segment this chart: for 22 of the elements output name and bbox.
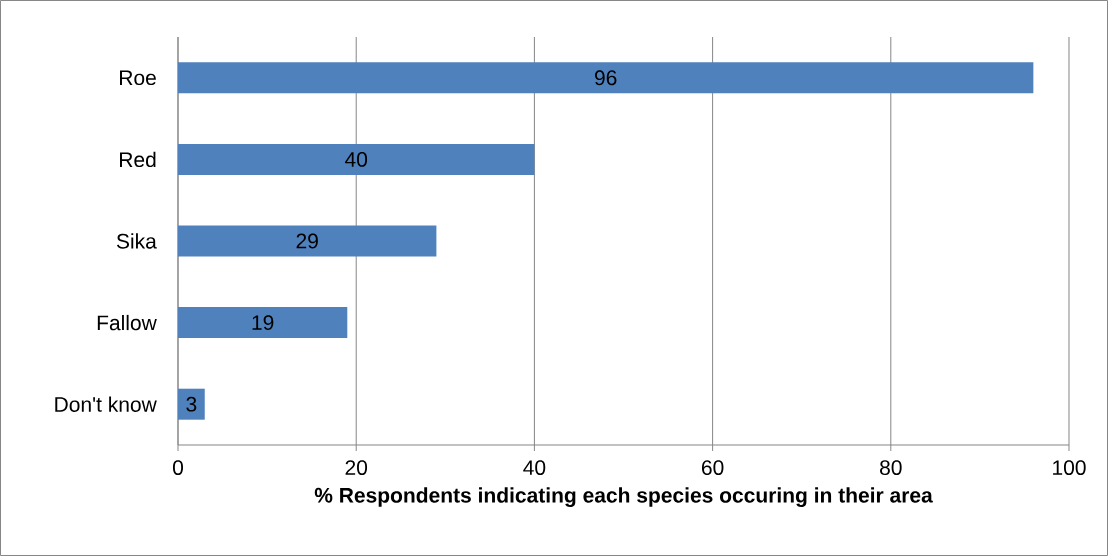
data-label: 40 <box>345 151 368 167</box>
y-tick-label: Fallow <box>97 314 157 331</box>
x-tick-label: 40 <box>523 460 546 476</box>
x-tick-label: 100 <box>1053 460 1086 476</box>
x-tick-label: 80 <box>880 460 902 476</box>
bar <box>178 143 535 175</box>
data-label: 29 <box>296 233 318 249</box>
y-tick-label: Red <box>120 151 156 168</box>
y-tick-label: Sika <box>116 233 157 249</box>
x-tick-label: 60 <box>701 460 724 476</box>
data-label: 3 <box>186 396 197 412</box>
bar <box>178 225 437 257</box>
x-axis-title: % Respondents indicating each species occuring in their area <box>314 487 933 507</box>
bar <box>178 388 205 420</box>
x-tick-label: 0 <box>172 460 184 476</box>
y-tick-label: Roe <box>120 70 156 86</box>
bar <box>178 62 1034 94</box>
data-label: 19 <box>252 315 274 331</box>
data-label: 96 <box>594 70 617 86</box>
bar <box>178 307 348 339</box>
y-tick-label: Don't know <box>55 396 157 412</box>
x-tick-label: 20 <box>345 460 368 476</box>
